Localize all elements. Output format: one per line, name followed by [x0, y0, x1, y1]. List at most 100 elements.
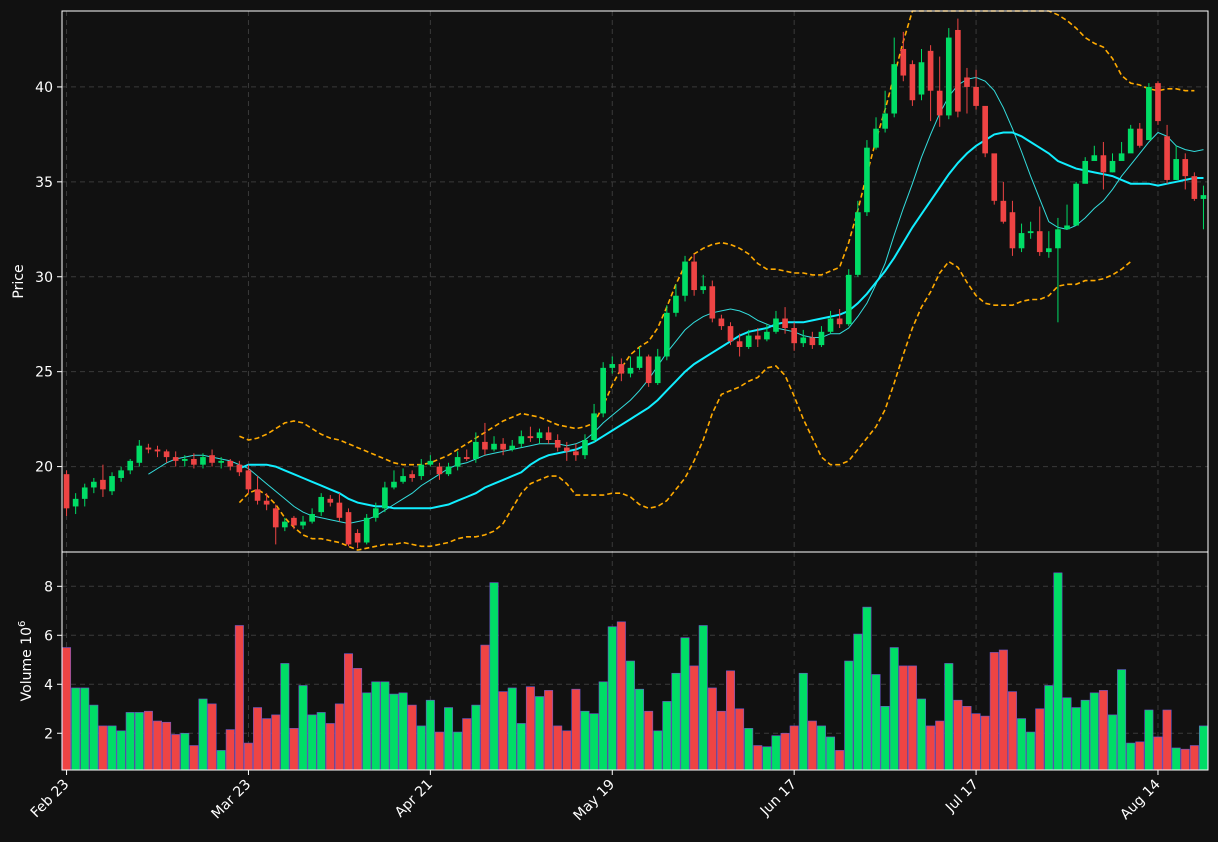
candle-body — [709, 286, 716, 319]
volume-bar — [871, 674, 881, 771]
volume-bar — [180, 732, 190, 771]
volume-bar — [771, 735, 781, 771]
candle — [982, 105, 988, 158]
candle — [709, 280, 716, 323]
volume-bar — [153, 720, 162, 771]
volume-bar — [489, 582, 499, 771]
candle-body — [1018, 233, 1025, 249]
candle — [1027, 221, 1034, 239]
volume-bar — [216, 750, 226, 771]
volume-bar — [1108, 714, 1117, 771]
volume-bar — [353, 668, 363, 771]
candle — [1164, 124, 1170, 184]
candle-body — [718, 318, 725, 327]
candle — [964, 67, 970, 114]
candle — [245, 464, 252, 494]
candle-body — [72, 498, 79, 507]
volume-bar — [580, 710, 590, 771]
candle — [118, 466, 124, 482]
volume-bar — [334, 703, 344, 771]
volume-bar — [434, 731, 444, 771]
volume-bar — [1189, 745, 1199, 771]
candle — [109, 472, 115, 496]
price-y-tick-label: 25 — [35, 365, 53, 381]
price-y-tick-label: 40 — [35, 80, 53, 96]
candle — [764, 324, 770, 342]
candle — [1127, 124, 1134, 154]
candle-body — [700, 286, 707, 291]
volume-bar — [826, 736, 836, 771]
volume-bar — [571, 688, 581, 771]
volume-bar — [125, 712, 135, 771]
volume-bar — [480, 644, 490, 771]
candle-body — [836, 318, 843, 325]
candle-body — [891, 64, 898, 114]
volume-bar — [707, 687, 717, 771]
candle — [636, 346, 643, 370]
volume-bar — [1135, 741, 1145, 771]
candle-body — [982, 105, 988, 154]
volume-bar — [1026, 731, 1036, 771]
candle-body — [727, 326, 734, 342]
candle-body — [773, 318, 779, 332]
volume-bar — [653, 730, 663, 771]
candle-body — [172, 457, 179, 461]
volume-bar — [134, 712, 144, 771]
candle — [191, 453, 197, 469]
volume-bar — [1035, 708, 1045, 771]
volume-bar — [243, 742, 253, 771]
volume-bar — [762, 746, 772, 771]
candle — [291, 515, 297, 530]
candle-body — [354, 533, 361, 543]
candle-body — [1127, 128, 1134, 154]
volume-bar — [225, 729, 235, 771]
candle-body — [1073, 183, 1079, 226]
candle-body — [1082, 160, 1089, 184]
candle-body — [691, 261, 697, 291]
volume-bar — [989, 652, 999, 771]
candle — [1118, 141, 1125, 161]
candle — [318, 493, 325, 516]
volume-bar — [116, 730, 126, 771]
candle-body — [800, 337, 807, 344]
volume-bar — [189, 745, 199, 771]
volume-bar — [1144, 709, 1154, 771]
volume-bar — [926, 725, 936, 771]
volume-y-tick-label: 4 — [44, 677, 53, 693]
candle — [1064, 204, 1070, 230]
candle-body — [673, 295, 679, 313]
candle-body — [1191, 176, 1198, 199]
candle-body — [427, 460, 434, 465]
volume-bar — [416, 725, 426, 771]
volume-bar — [853, 633, 863, 771]
candle — [473, 432, 479, 463]
candle — [1191, 172, 1198, 201]
volume-bar — [1053, 572, 1063, 771]
volume-bar — [98, 725, 108, 771]
candle-body — [809, 337, 816, 346]
price-y-tick-label: 35 — [35, 175, 53, 191]
candle-body — [391, 481, 397, 488]
candle-body — [218, 460, 224, 463]
volume-bar — [1062, 697, 1072, 771]
candle — [791, 322, 797, 351]
candle — [363, 514, 370, 545]
volume-bar — [143, 710, 153, 771]
candle — [1109, 153, 1116, 173]
volume-grid — [62, 552, 1208, 770]
candle — [163, 449, 170, 463]
candle-body — [136, 445, 143, 463]
volume-bar — [953, 699, 963, 771]
volume-bar — [307, 714, 317, 771]
volume-bar — [298, 685, 308, 771]
volume-bar — [898, 665, 908, 771]
sma-long-line — [239, 131, 1204, 510]
candle-body — [309, 514, 315, 522]
candle — [618, 358, 625, 382]
candle-body — [445, 466, 452, 475]
volume-axis-label: Volume 106 — [17, 621, 35, 702]
candle-body — [1182, 159, 1189, 177]
candle — [418, 458, 425, 480]
candle-body — [1036, 231, 1043, 253]
